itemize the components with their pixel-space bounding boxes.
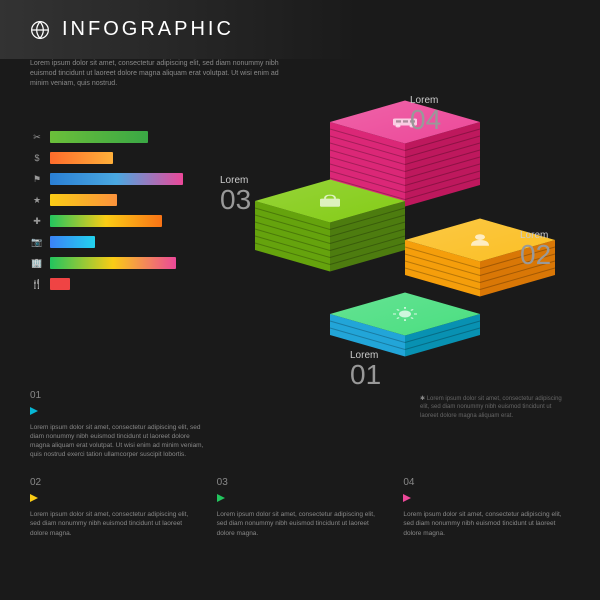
bar-row: ✂ (30, 130, 190, 144)
arrow-icon (403, 494, 411, 502)
note-01: 01Lorem ipsum dolor sit amet, consectetu… (30, 390, 210, 459)
bar-row: 🏢 (30, 256, 190, 270)
bar-row: ⚑ (30, 172, 190, 186)
star-icon: ★ (30, 193, 44, 207)
note-02: 02Lorem ipsum dolor sit amet, consectetu… (30, 477, 197, 537)
cube-label-02: Lorem02 (520, 230, 551, 269)
page-subtitle: Lorem ipsum dolor sit amet, consectetur … (0, 59, 320, 88)
bar-chart: ✂ $ ⚑ ★ ✚ 📷 🏢 🍴 (30, 130, 190, 298)
bar-row: 🍴 (30, 277, 190, 291)
bar-row: ✚ (30, 214, 190, 228)
cube-label-04: Lorem04 (410, 95, 441, 134)
flag-icon: ⚑ (30, 172, 44, 186)
bar-row: $ (30, 151, 190, 165)
money-icon: $ (30, 151, 44, 165)
camera-icon: 📷 (30, 235, 44, 249)
note-04: 04Lorem ipsum dolor sit amet, consectetu… (403, 477, 570, 537)
cube-label-03: Lorem03 (220, 175, 251, 214)
cutlery-icon: 🍴 (30, 277, 44, 291)
plus-icon: ✚ (30, 214, 44, 228)
note-03: 03Lorem ipsum dolor sit amet, consectetu… (217, 477, 384, 537)
cube-label-01: Lorem01 (350, 350, 381, 389)
isometric-cubes: Lorem01Lorem02Lorem03Lorem04 (240, 100, 570, 400)
building-icon: 🏢 (30, 256, 44, 270)
globe-icon (30, 20, 50, 40)
arrow-icon (30, 494, 38, 502)
footnote: ✱ Lorem ipsum dolor sit amet, consectetu… (420, 395, 570, 420)
page-title: INFOGRAPHIC (62, 18, 234, 41)
header: INFOGRAPHIC (0, 0, 600, 59)
tools-icon: ✂ (30, 130, 44, 144)
arrow-icon (217, 494, 225, 502)
bar-row: ★ (30, 193, 190, 207)
bar-row: 📷 (30, 235, 190, 249)
arrow-icon (30, 407, 38, 415)
